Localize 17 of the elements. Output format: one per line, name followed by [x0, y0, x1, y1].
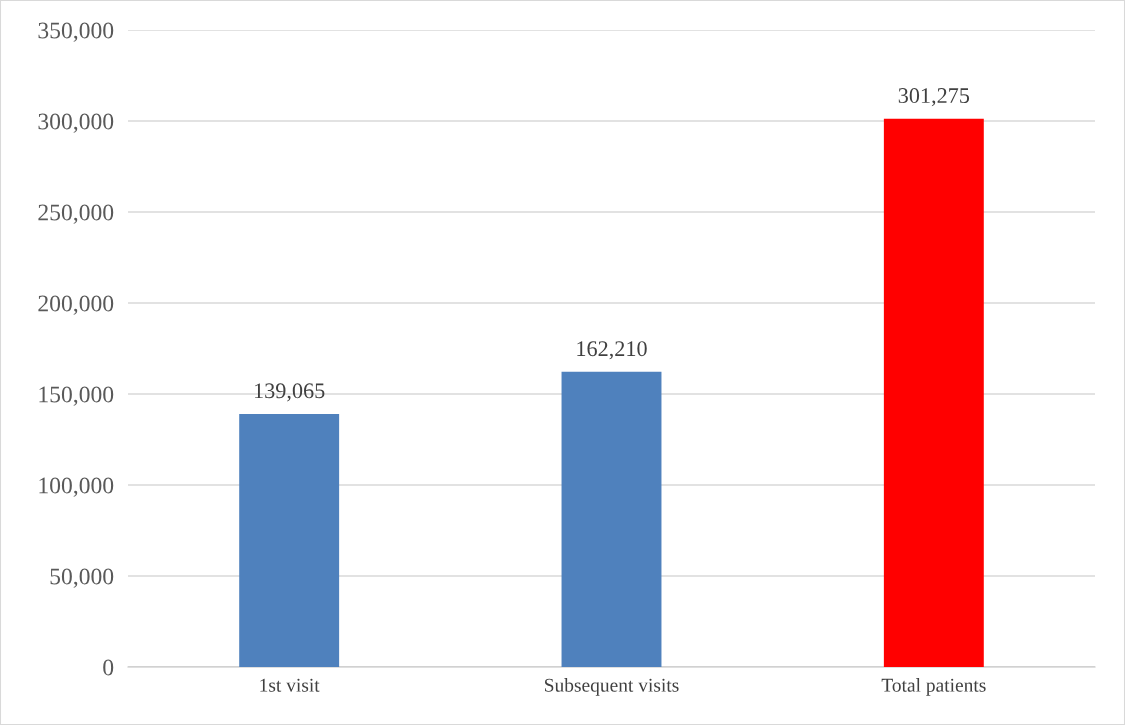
y-tick-label: 100,000	[39, 477, 114, 497]
bar	[239, 413, 340, 667]
y-tick-label: 150,000	[39, 386, 114, 406]
data-label: 162,210	[577, 341, 647, 360]
y-tick-label: 300,000	[38, 113, 114, 133]
bar	[883, 118, 984, 667]
x-tick-label: 1st visit	[260, 678, 320, 692]
x-tick-label: Total patients	[881, 678, 986, 696]
y-tick-label: 50,000	[50, 568, 114, 588]
bar	[561, 371, 662, 667]
x-tick-label: Subsequent visits	[545, 678, 679, 696]
y-tick-label: 200,000	[38, 295, 114, 315]
y-tick-label: 250,000	[38, 204, 114, 224]
y-tick-label: 350,000	[38, 22, 114, 42]
y-tick-label: 0	[103, 659, 114, 676]
data-label: 301,275	[898, 88, 970, 107]
data-label: 139,065	[255, 383, 325, 402]
